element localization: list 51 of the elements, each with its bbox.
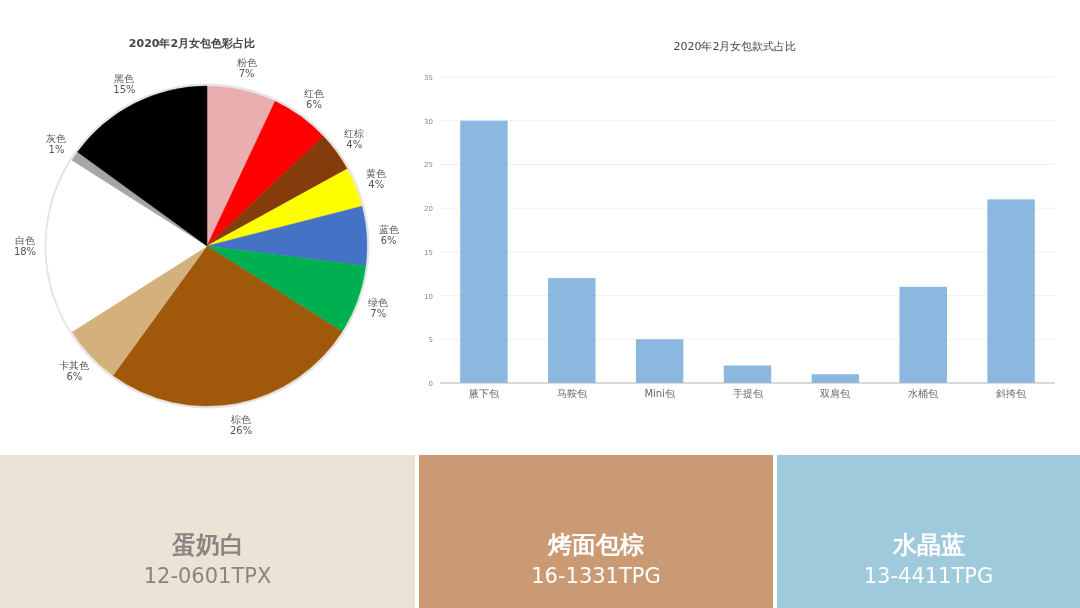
data-label: 6% <box>66 370 83 382</box>
pie-slice <box>206 136 348 247</box>
data-label: 7% <box>370 307 387 319</box>
data-label: 7% <box>238 68 255 80</box>
pie-slice <box>206 168 363 247</box>
x-tick-label: 马鞍包 <box>556 388 587 399</box>
x-tick-label: 双肩包 <box>820 388 851 399</box>
slice-label: 蓝色 <box>378 223 399 235</box>
data-label: 18% <box>13 246 37 257</box>
slice-label: 红棕 <box>344 128 365 140</box>
text: 12-0601TPX <box>143 564 272 588</box>
slice-label: 卡其色 <box>59 359 90 371</box>
data-label: 26% <box>229 424 253 436</box>
pie-slice <box>112 245 343 407</box>
pie-slice <box>206 245 366 332</box>
text: 16-1331TPG <box>531 564 661 588</box>
slice-label: 黑色 <box>114 72 135 84</box>
x-tick-label: Mini包 <box>644 388 675 399</box>
category-label: 水晶蓝 <box>891 531 965 559</box>
slice-label: 绿色 <box>368 296 389 308</box>
x-tick-label: 腋下包 <box>468 388 499 399</box>
pie-slice <box>206 205 368 267</box>
x-tick-label: 手提包 <box>732 388 763 399</box>
slice-label: 棕色 <box>231 413 252 425</box>
pie-slice <box>77 85 208 247</box>
bar <box>460 120 508 383</box>
pie-slice <box>206 100 324 247</box>
slice-label: 白色 <box>15 235 35 246</box>
x-tick-label: 水桶包 <box>908 388 939 399</box>
slice-label: 黄色 <box>366 168 387 179</box>
bar <box>811 374 860 383</box>
bar <box>635 339 684 383</box>
data-label: 6% <box>380 234 397 246</box>
bar <box>899 286 947 383</box>
text: 13-4411TPG <box>863 564 994 588</box>
data-label: 15% <box>113 83 136 95</box>
bar <box>548 278 596 383</box>
data-label: 4% <box>346 139 363 151</box>
category-label: 蛋奶白 <box>170 531 244 559</box>
category-label: 烤面包棕 <box>547 531 644 559</box>
x-tick-label: 斜挎包 <box>996 388 1027 399</box>
bar <box>723 365 772 383</box>
slice-label: 灰色 <box>46 132 67 144</box>
data-label: 1% <box>48 143 65 155</box>
bar <box>987 199 1035 383</box>
data-label: 6% <box>306 98 322 110</box>
chart-title: 2020年2月女包色彩占比 <box>128 37 256 50</box>
slice-label: 红色 <box>303 87 324 99</box>
chart-title: 2020年2月女包款式占比 <box>673 40 797 53</box>
slice-label: 粉色 <box>236 57 257 69</box>
data-label: 4% <box>368 179 385 190</box>
